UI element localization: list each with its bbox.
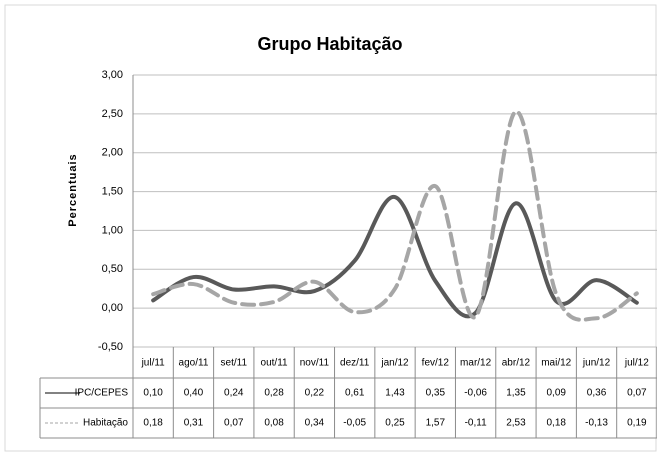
data-label: 0,10 (143, 388, 163, 399)
x-tick-label: ago/11 (179, 358, 209, 369)
data-label: 1,43 (385, 388, 405, 399)
chart-frame (4, 4, 657, 452)
x-tick-label: set/11 (221, 358, 248, 369)
data-label: 0,34 (305, 418, 325, 429)
data-label: 0,31 (184, 418, 204, 429)
x-tick-label: dez/11 (340, 358, 370, 369)
data-label: 0,61 (345, 388, 365, 399)
data-label: 0,40 (184, 388, 204, 399)
y-axis-label: Percentuais (67, 153, 79, 226)
data-label: 0,22 (305, 388, 325, 399)
x-tick-label: nov/11 (300, 358, 330, 369)
data-label: 0,36 (587, 388, 607, 399)
data-label: -0,11 (465, 418, 487, 429)
x-tick-label: fev/12 (422, 358, 450, 369)
y-tick-label: 0,50 (102, 263, 123, 275)
data-label: 1,35 (506, 388, 526, 399)
y-tick-label: 1,00 (102, 224, 123, 236)
y-tick-label: 3,00 (102, 69, 123, 81)
data-label: 1,57 (426, 418, 446, 429)
series-line (151, 109, 639, 322)
y-tick-label: -0,50 (98, 341, 123, 353)
data-label: 0,25 (385, 418, 405, 429)
data-label: -0,05 (343, 418, 366, 429)
x-tick-label: abr/12 (502, 358, 531, 369)
y-tick-label: 1,50 (102, 185, 123, 197)
y-tick-label: 2,00 (102, 147, 123, 159)
y-tick-label: 0,00 (102, 302, 123, 314)
y-tick-label: 2,50 (102, 108, 123, 120)
data-label: 0,28 (264, 388, 284, 399)
x-tick-label: jul/12 (624, 358, 649, 369)
x-tick-label: jul/11 (141, 358, 166, 369)
legend-label: IPC/CEPES (75, 388, 129, 399)
data-label: 0,07 (224, 418, 244, 429)
x-tick-label: mai/12 (541, 358, 571, 369)
data-label: 0,09 (546, 388, 566, 399)
data-label: 0,24 (224, 388, 244, 399)
data-label: 0,08 (264, 418, 284, 429)
data-label: 0,19 (627, 418, 647, 429)
x-tick-label: jan/12 (380, 358, 409, 369)
x-tick-label: out/11 (261, 358, 288, 369)
data-label: 0,18 (546, 418, 566, 429)
x-tick-label: jun/12 (582, 358, 611, 369)
data-label: 0,18 (143, 418, 163, 429)
chart-title: Grupo Habitação (257, 34, 402, 54)
x-tick-label: mar/12 (460, 358, 492, 369)
data-label: -0,13 (585, 418, 608, 429)
data-label: -0,06 (464, 388, 487, 399)
legend-label: Habitação (83, 418, 128, 429)
data-label: 0,35 (426, 388, 446, 399)
data-label: 0,07 (627, 388, 647, 399)
data-label: 2,53 (506, 418, 526, 429)
series-line (151, 195, 639, 319)
